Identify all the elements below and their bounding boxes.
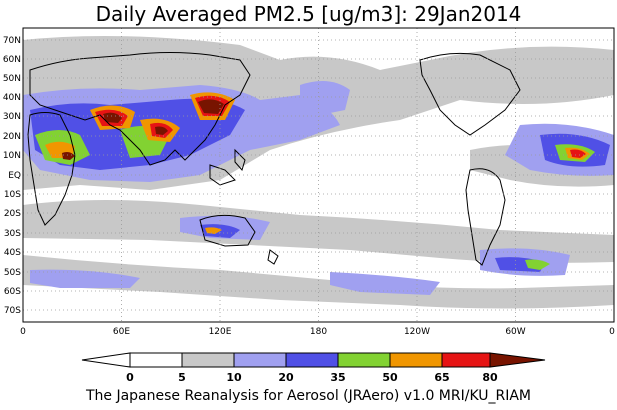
lat-label: 60N: [3, 55, 21, 65]
lon-label: 60E: [113, 327, 130, 337]
colorbar-segment-20-35: [285, 352, 339, 368]
lon-label: 120E: [209, 327, 232, 337]
colorbar-segment-35-50: [337, 352, 391, 368]
colorbar-tick-label: 10: [226, 371, 242, 384]
colorbar-segment-5-10: [181, 352, 235, 368]
footer-credit: The Japanese Reanalysis for Aerosol (JRA…: [85, 388, 532, 404]
colorbar-segment-10-20: [233, 352, 287, 368]
lon-label: 0: [609, 327, 615, 337]
lat-label: 70N: [3, 36, 21, 46]
colorbar-tick-label: 50: [382, 371, 398, 384]
lon-label: 60W: [505, 327, 525, 337]
lon-label: 120W: [404, 327, 430, 337]
colorbar-tick-label: 0: [126, 371, 134, 384]
lat-label: 10S: [4, 190, 21, 200]
colorbar-right-arrow: [489, 352, 546, 368]
lat-label: 40S: [4, 248, 21, 258]
lat-label: 60S: [4, 287, 21, 297]
colorbar-tick-label: 20: [278, 371, 294, 384]
coastlines: [27, 52, 521, 266]
lat-label: 20N: [3, 132, 21, 142]
colorbar-segment-50-65: [389, 352, 443, 368]
lat-label: 50N: [3, 74, 21, 84]
level-above-80-areas: [62, 99, 224, 160]
gridlines: [23, 28, 614, 322]
lat-label: EQ: [8, 171, 21, 181]
lat-label: 30S: [4, 229, 21, 239]
colorbar-tick-label: 80: [482, 371, 498, 384]
colorbar-tick-label: 35: [330, 371, 345, 384]
lat-label: 10N: [3, 151, 21, 161]
lat-label: 40N: [3, 93, 21, 103]
map-title: Daily Averaged PM2.5 [ug/m3]: 29Jan2014: [95, 2, 522, 26]
map-frame: [22, 27, 615, 323]
lat-label: 70S: [4, 306, 21, 316]
colorbar-left-arrow: [81, 352, 131, 368]
colorbar-segment-0-5: [129, 352, 183, 368]
colorbar-tick-label: 5: [178, 371, 186, 384]
colorbar: 0 5 10 20 35 50 65 80: [81, 352, 546, 384]
colorbar-segment-65-80: [441, 352, 491, 368]
latitude-labels: 70N 60N 50N 40N 30N 20N 10N EQ 10S 20S 3…: [3, 36, 21, 316]
lat-label: 50S: [4, 268, 21, 278]
lat-label: 20S: [4, 209, 21, 219]
longitude-labels: 0 60E 120E 180 120W 60W 0: [20, 327, 615, 337]
lat-label: 30N: [3, 112, 21, 122]
lon-label: 180: [310, 327, 327, 337]
colorbar-tick-label: 65: [434, 371, 449, 384]
lon-label: 0: [20, 327, 26, 337]
